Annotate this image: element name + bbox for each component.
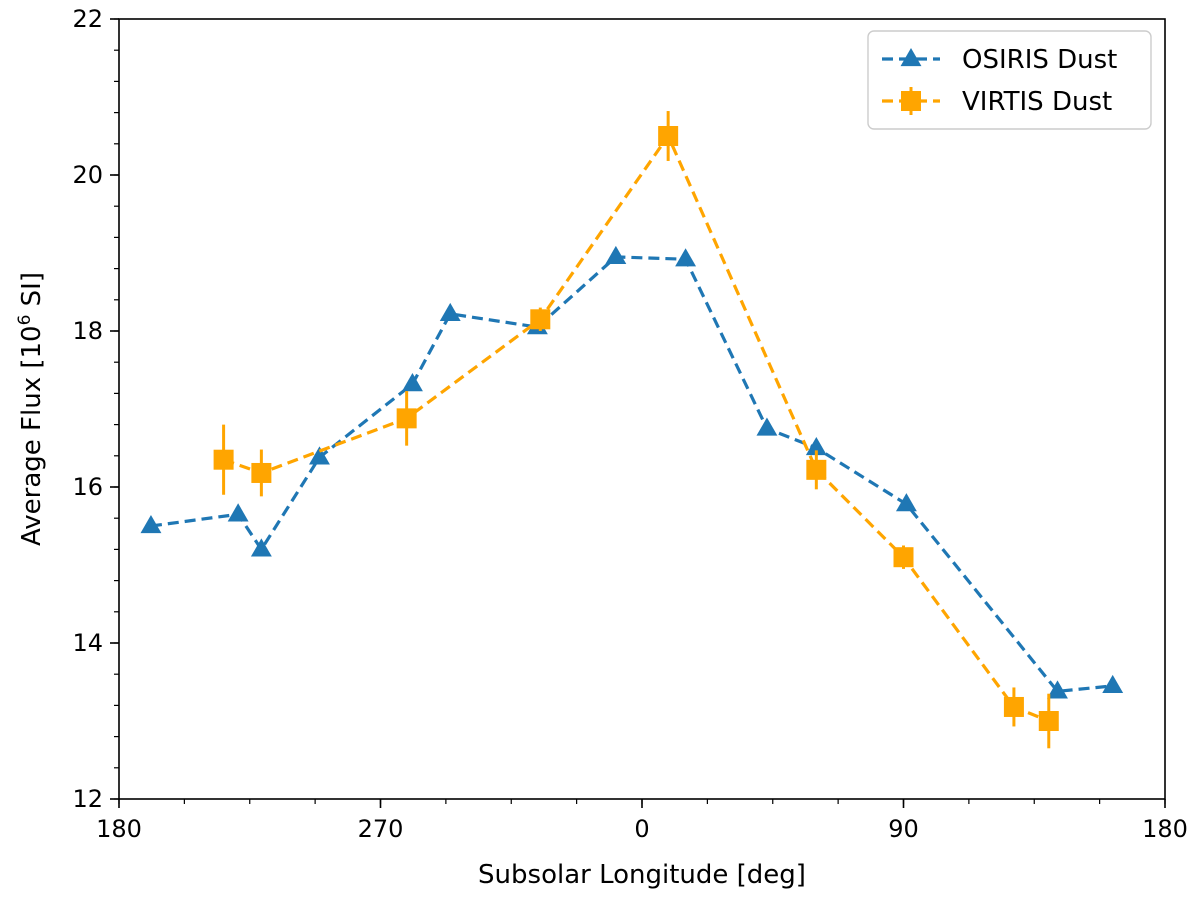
y-tick-label: 22 xyxy=(72,5,103,33)
data-point-square xyxy=(530,309,551,330)
plot-frame xyxy=(118,18,1166,800)
legend-entry: OSIRIS Dust xyxy=(882,45,1117,75)
data-point-square xyxy=(213,449,234,470)
y-tick-label: 12 xyxy=(72,785,103,813)
series-osiris-dust xyxy=(140,245,1124,699)
data-point-square xyxy=(396,408,417,429)
x-tick-label: 0 xyxy=(634,815,649,843)
data-point-square xyxy=(251,462,272,483)
data-point-triangle xyxy=(309,446,330,465)
legend-label: OSIRIS Dust xyxy=(962,45,1117,75)
data-point-triangle xyxy=(140,515,162,534)
data-point-square xyxy=(893,547,914,568)
y-tick-label: 18 xyxy=(72,317,103,345)
x-tick-label: 180 xyxy=(1142,815,1188,843)
data-point-square xyxy=(1038,711,1059,731)
legend: OSIRIS Dust VIRTIS Dust xyxy=(867,30,1152,130)
y-axis-label-main: Average Flux [10 xyxy=(17,325,47,546)
y-axis-label-sup: 6 xyxy=(15,315,35,326)
legend-marker-triangle xyxy=(900,48,922,67)
ticks-layer xyxy=(110,18,1166,808)
data-point-triangle xyxy=(250,538,272,557)
y-axis-label: Average Flux [106 SI] xyxy=(15,272,47,546)
legend-entries: OSIRIS Dust VIRTIS Dust xyxy=(882,45,1117,117)
legend-box xyxy=(867,30,1152,130)
data-point-triangle xyxy=(756,417,778,436)
data-point-triangle xyxy=(1102,674,1124,694)
y-tick-label: 16 xyxy=(72,473,103,501)
legend-entry: VIRTIS Dust xyxy=(882,87,1112,117)
x-tick-label: 180 xyxy=(96,815,142,843)
y-tick-label: 14 xyxy=(72,629,103,657)
series-line xyxy=(223,132,1050,723)
data-point-triangle xyxy=(1047,680,1068,699)
data-point-square xyxy=(658,126,679,146)
series-virtis-dust xyxy=(213,111,1059,749)
legend-marker-square xyxy=(901,91,921,111)
data-point-triangle xyxy=(895,493,917,512)
y-tick-label: 20 xyxy=(72,161,103,189)
legend-label: VIRTIS Dust xyxy=(962,87,1112,117)
y-axis-label-end: SI] xyxy=(17,272,47,315)
series-line xyxy=(150,255,1113,694)
data-point-triangle xyxy=(227,503,249,522)
data-point-triangle xyxy=(675,248,697,267)
data-point-triangle xyxy=(805,437,827,456)
data-point-square xyxy=(1003,696,1024,717)
series-layer xyxy=(140,111,1124,749)
x-tick-label: 90 xyxy=(888,815,919,843)
data-point-triangle xyxy=(605,245,627,265)
data-point-square xyxy=(806,459,827,480)
x-axis-label: Subsolar Longitude [deg] xyxy=(478,860,806,890)
x-tick-label: 270 xyxy=(358,815,404,843)
data-point-triangle xyxy=(402,373,423,392)
data-point-triangle xyxy=(439,302,461,321)
